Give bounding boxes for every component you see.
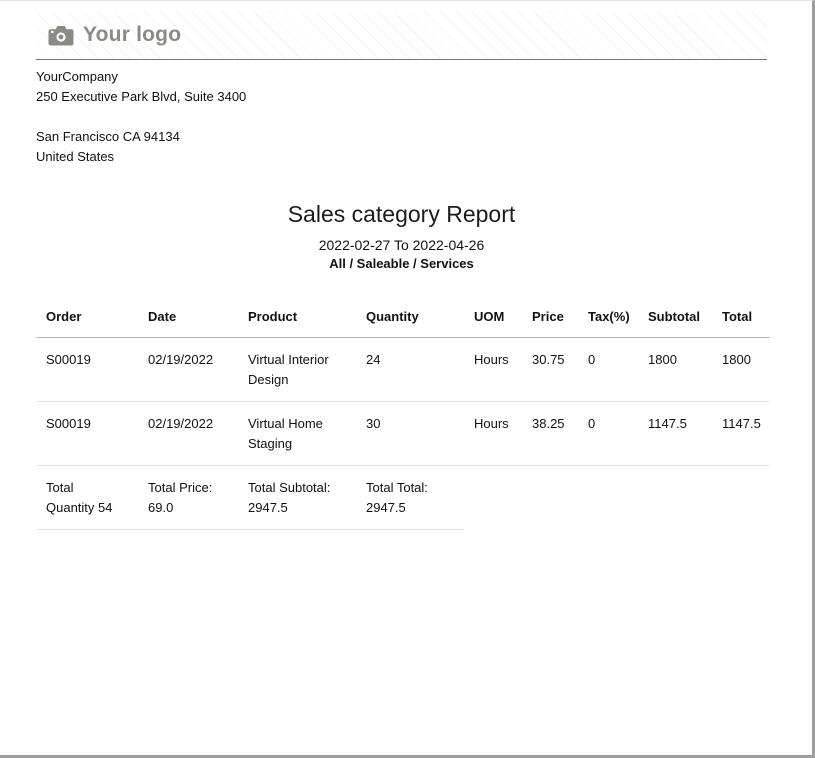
table-row: S00019 02/19/2022 Virtual Interior Desig… [36, 337, 770, 402]
total-quantity: Total Quantity 54 [36, 465, 138, 530]
column-header-product: Product [238, 301, 356, 338]
cell-order: S00019 [36, 401, 138, 466]
address-line-1: 250 Executive Park Blvd, Suite 3400 [36, 89, 247, 104]
cell-price: 38.25 [522, 401, 578, 466]
cell-uom: Hours [464, 401, 522, 466]
cell-quantity: 30 [356, 401, 464, 466]
table-header-row: Order Date Product Quantity UOM Price Ta… [36, 301, 770, 338]
column-header-tax: Tax(%) [578, 301, 638, 338]
report-filters: All / Saleable / Services [329, 256, 474, 271]
cell-date: 02/19/2022 [138, 401, 238, 466]
column-header-total: Total [712, 301, 770, 338]
header-divider [36, 59, 767, 60]
total-price: Total Price: 69.0 [138, 465, 238, 530]
column-header-quantity: Quantity [356, 301, 464, 338]
empty-cell [712, 466, 770, 530]
cell-total: 1147.5 [712, 401, 770, 466]
cell-price: 30.75 [522, 337, 578, 402]
table-totals-row: Total Quantity 54 Total Price: 69.0 Tota… [36, 465, 770, 530]
column-header-order: Order [36, 301, 138, 338]
cell-subtotal: 1800 [638, 337, 712, 402]
report-header: Your logo [36, 11, 767, 59]
cell-date: 02/19/2022 [138, 337, 238, 402]
report-title: Sales category Report [287, 201, 516, 227]
sales-category-table: Order Date Product Quantity UOM Price Ta… [36, 301, 770, 530]
column-header-subtotal: Subtotal [638, 301, 712, 338]
report-heading: Sales category Report 2022-02-27 To 2022… [36, 201, 767, 271]
company-name: YourCompany [36, 69, 118, 84]
empty-cell [638, 466, 712, 530]
cell-tax: 0 [578, 401, 638, 466]
table-row: S00019 02/19/2022 Virtual Home Staging 3… [36, 401, 770, 466]
empty-cell [578, 466, 638, 530]
cell-quantity: 24 [356, 337, 464, 402]
empty-cell [464, 466, 522, 530]
logo-text: Your logo [83, 23, 182, 46]
total-subtotal: Total Subtotal: 2947.5 [238, 465, 356, 530]
cell-tax: 0 [578, 337, 638, 402]
report-date-range: 2022-02-27 To 2022-04-26 [318, 237, 485, 253]
cell-subtotal: 1147.5 [638, 401, 712, 466]
column-header-date: Date [138, 301, 238, 338]
cell-product: Virtual Interior Design [238, 337, 356, 402]
cell-order: S00019 [36, 337, 138, 402]
company-address: YourCompany 250 Executive Park Blvd, Sui… [36, 67, 767, 167]
empty-cell [522, 466, 578, 530]
cell-product: Virtual Home Staging [238, 401, 356, 466]
address-spacer [36, 107, 767, 127]
address-line-2: San Francisco CA 94134 [36, 129, 180, 144]
company-logo: Your logo [36, 23, 181, 47]
column-header-price: Price [522, 301, 578, 338]
column-header-uom: UOM [464, 301, 522, 338]
address-line-3: United States [36, 149, 115, 164]
camera-icon [48, 25, 74, 46]
cell-total: 1800 [712, 337, 770, 402]
report-content: Your logo YourCompany 250 Executive Park… [0, 1, 812, 530]
cell-uom: Hours [464, 337, 522, 402]
total-total: Total Total: 2947.5 [356, 465, 464, 530]
